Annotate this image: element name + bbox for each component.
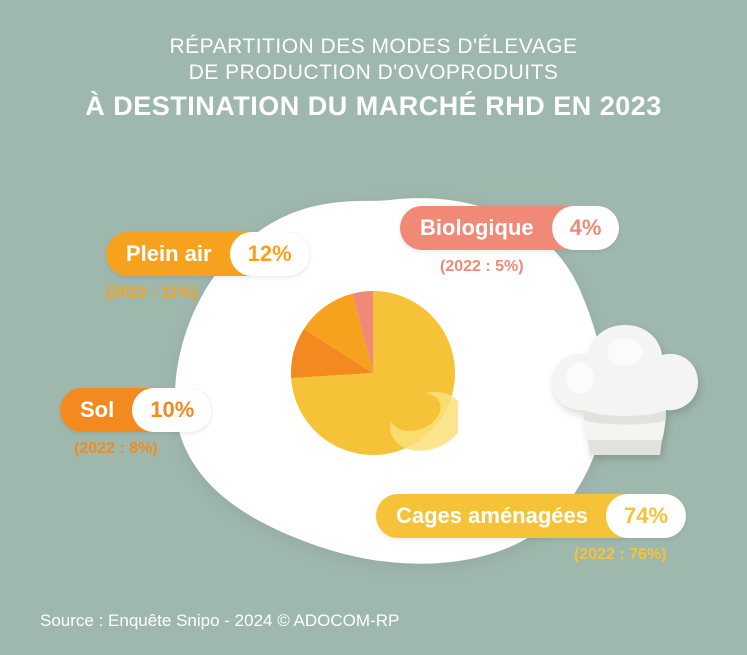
prev-cages: (2022 : 76%) xyxy=(574,546,667,564)
label-plein-air: Plein air 12% xyxy=(106,232,310,276)
pie-svg xyxy=(288,288,458,458)
title-line-3: À DESTINATION DU MARCHÉ RHD EN 2023 xyxy=(0,91,747,122)
header-title: RÉPARTITION DES MODES D'ÉLEVAGE DE PRODU… xyxy=(0,35,747,122)
label-cages-text: Cages aménagées xyxy=(376,494,606,538)
label-plein-air-value: 12% xyxy=(230,232,310,276)
label-sol-value: 10% xyxy=(132,388,212,432)
prev-biologique: (2022 : 5%) xyxy=(440,258,524,276)
prev-sol: (2022 : 8%) xyxy=(74,440,158,458)
label-sol-text: Sol xyxy=(60,388,132,432)
label-cages-value: 74% xyxy=(606,494,686,538)
label-sol: Sol 10% xyxy=(60,388,212,432)
label-cages: Cages aménagées 74% xyxy=(376,494,686,538)
label-biologique-text: Biologique xyxy=(400,206,552,250)
label-biologique: Biologique 4% xyxy=(400,206,619,250)
pie-chart xyxy=(288,288,458,458)
chef-hat-icon xyxy=(540,300,710,470)
label-biologique-value: 4% xyxy=(552,206,620,250)
prev-plein-air: (2022 : 11%) xyxy=(106,284,198,302)
footer-source: Source : Enquête Snipo - 2024 © ADOCOM-R… xyxy=(40,611,399,631)
title-line-2: DE PRODUCTION D'OVOPRODUITS xyxy=(0,61,747,85)
title-line-1: RÉPARTITION DES MODES D'ÉLEVAGE xyxy=(0,35,747,59)
label-plein-air-text: Plein air xyxy=(106,232,230,276)
